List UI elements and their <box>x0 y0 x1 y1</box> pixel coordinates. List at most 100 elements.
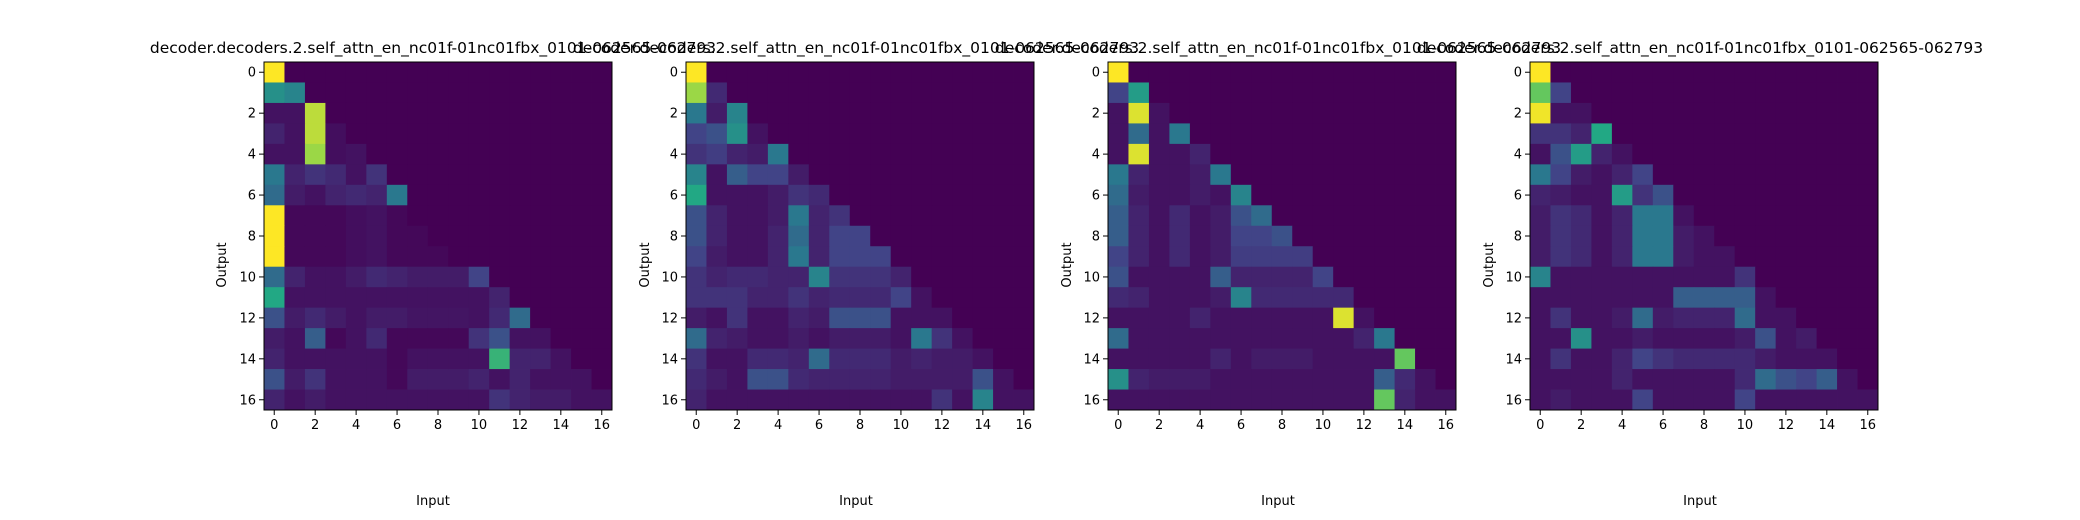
heatmap-cell <box>1857 164 1879 186</box>
heatmap-cell <box>1394 164 1416 186</box>
heatmap-cell <box>345 164 367 186</box>
heatmap-cell <box>1632 82 1654 104</box>
heatmap-cell <box>448 225 470 247</box>
heatmap-cell <box>345 143 367 165</box>
heatmap-cell <box>993 143 1014 165</box>
heatmap-cell <box>468 369 490 390</box>
heatmap-cell <box>530 164 551 186</box>
heatmap-cell <box>1108 348 1129 370</box>
heatmap-cell <box>1292 62 1314 83</box>
heatmap-cell <box>706 205 728 227</box>
heatmap-cell <box>1775 389 1797 411</box>
heatmap-cell <box>1108 369 1129 390</box>
heatmap-cell <box>1632 184 1654 206</box>
heatmap-cell <box>1230 246 1252 268</box>
heatmap-cell <box>1796 82 1817 104</box>
heatmap-cell <box>706 246 728 268</box>
heatmap-cell <box>1333 143 1355 165</box>
heatmap-cell <box>1230 62 1252 83</box>
heatmap-cell <box>345 246 367 268</box>
heatmap-cell <box>1550 62 1572 83</box>
x-tick-label: 16 <box>1015 418 1032 433</box>
heatmap-cell <box>808 164 830 186</box>
heatmap-cell <box>1591 389 1613 411</box>
heatmap-cell <box>870 348 892 370</box>
heatmap-cell <box>890 246 912 268</box>
y-tick-label: 2 <box>670 107 678 122</box>
heatmap-cell <box>1013 205 1035 227</box>
heatmap-cell <box>706 225 728 247</box>
heatmap-cell <box>1189 328 1211 349</box>
heatmap-cell <box>1189 307 1211 329</box>
heatmap-cell <box>1673 205 1695 227</box>
heatmap-cell <box>1857 287 1879 309</box>
x-tick-label: 10 <box>1737 418 1754 433</box>
heatmap-cell <box>304 184 326 206</box>
heatmap-cell <box>1271 102 1293 124</box>
heatmap-cell <box>972 348 994 370</box>
heatmap-cell <box>530 102 551 124</box>
heatmap-cell <box>1796 123 1817 145</box>
heatmap-cell <box>686 369 707 390</box>
heatmap-cell <box>1210 328 1232 349</box>
heatmap-cell <box>849 307 871 329</box>
heatmap-cell <box>1169 389 1191 411</box>
heatmap-cell <box>1394 143 1416 165</box>
heatmap-cell <box>808 287 830 309</box>
heatmap-cell <box>1734 348 1756 370</box>
heatmap-cell <box>911 266 933 288</box>
heatmap-cell <box>993 246 1014 268</box>
heatmap-cell <box>686 328 707 349</box>
heatmap-cell <box>1374 225 1395 247</box>
x-tick-label: 14 <box>1819 418 1836 433</box>
heatmap-cell <box>972 164 994 186</box>
heatmap-cell <box>1271 369 1293 390</box>
heatmap-cell <box>952 62 973 83</box>
heatmap-cell <box>747 102 769 124</box>
heatmap-cell <box>1734 123 1756 145</box>
heatmap-cell <box>1394 266 1416 288</box>
heatmap-cell <box>911 328 933 349</box>
heatmap-cell <box>345 389 367 411</box>
heatmap-cell <box>1693 307 1715 329</box>
heatmap-cell <box>1435 184 1457 206</box>
heatmap-cell <box>571 82 592 104</box>
heatmap-cell <box>550 287 572 309</box>
heatmap-cell <box>1353 123 1375 145</box>
heatmap-cell <box>1230 328 1252 349</box>
heatmap-panel-4: 0 2 4 6 8 10 12 14 16 0 2 4 6 8 10 12 14 16 <box>1505 61 1879 433</box>
heatmap-cell <box>1148 266 1170 288</box>
heatmap-cell <box>870 184 892 206</box>
heatmap-cell <box>1189 287 1211 309</box>
heatmap-cell <box>726 307 748 329</box>
heatmap-cell <box>284 287 306 309</box>
heatmap-cell <box>849 164 871 186</box>
heatmap-cell <box>1013 246 1035 268</box>
heatmap-cell <box>1775 164 1797 186</box>
heatmap-cell <box>1816 307 1838 329</box>
heatmap-cell <box>911 389 933 411</box>
heatmap-cell <box>808 348 830 370</box>
heatmap-cell <box>829 205 851 227</box>
heatmap-cell <box>1693 266 1715 288</box>
heatmap-cell <box>911 348 933 370</box>
heatmap-cell <box>1652 307 1674 329</box>
heatmap-cell <box>591 389 613 411</box>
heatmap-cell <box>829 62 851 83</box>
heatmap-cell <box>1169 62 1191 83</box>
heatmap-cell <box>1570 123 1592 145</box>
heatmap-cell <box>1755 389 1777 411</box>
heatmap-cell <box>509 184 531 206</box>
heatmap-cell <box>1611 82 1633 104</box>
x-tick-label: 4 <box>1196 418 1204 433</box>
heatmap-cell <box>1435 246 1457 268</box>
heatmap-cell <box>1013 266 1035 288</box>
heatmap-cell <box>1570 307 1592 329</box>
heatmap-cell <box>1333 287 1355 309</box>
heatmap-cell <box>468 62 490 83</box>
heatmap-cell <box>304 164 326 186</box>
heatmap-cell <box>571 123 592 145</box>
heatmap-cell <box>1693 328 1715 349</box>
heatmap-cell <box>448 266 470 288</box>
heatmap-cell <box>1415 123 1436 145</box>
